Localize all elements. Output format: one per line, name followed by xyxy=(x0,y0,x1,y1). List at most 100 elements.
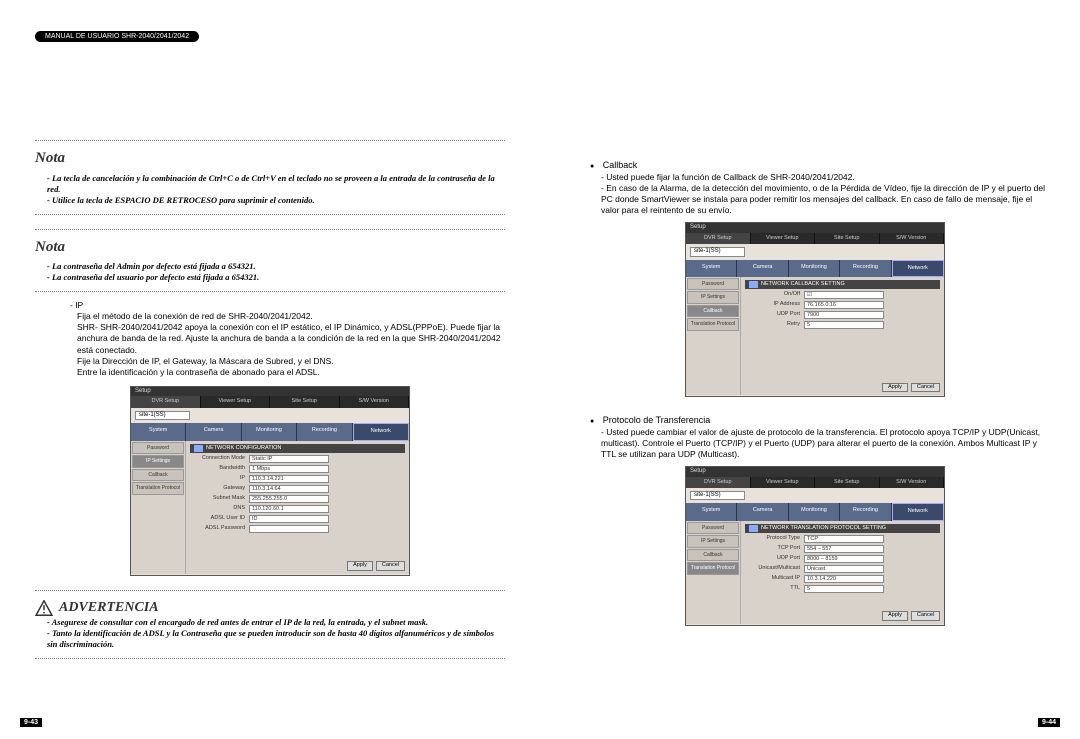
ui-section-header: NETWORK TRANSLATION PROTOCOL SETTING xyxy=(745,524,940,533)
tab-viewer-setup[interactable]: Viewer Setup xyxy=(201,396,271,407)
tab-network[interactable]: Network xyxy=(353,423,409,440)
tab-system[interactable]: System xyxy=(131,423,186,440)
cancel-button[interactable]: Cancel xyxy=(911,383,940,392)
separator xyxy=(35,229,505,230)
side-password[interactable]: Password xyxy=(687,522,739,535)
side-ip-settings[interactable]: IP Settings xyxy=(687,291,739,304)
tab-camera[interactable]: Camera xyxy=(186,423,241,440)
form-input[interactable]: 110.3.14.64 xyxy=(249,485,329,493)
tab-dvr-setup[interactable]: DVR Setup xyxy=(686,233,751,244)
form-input[interactable]: TCP xyxy=(804,535,884,543)
side-ip-settings[interactable]: IP Settings xyxy=(687,535,739,548)
form-input[interactable]: 8000 – 8159 xyxy=(804,555,884,563)
left-page: MANUAL DE USUARIO SHR-2040/2041/2042 Not… xyxy=(0,0,540,739)
tab-camera[interactable]: Camera xyxy=(737,503,788,520)
tab-recording[interactable]: Recording xyxy=(840,503,891,520)
form-label: Unicast/Multicast xyxy=(745,565,800,572)
form-row: DNS110.120.60.1 xyxy=(190,505,405,513)
form-input[interactable]: 76.165.0.16 xyxy=(804,301,884,309)
form-input[interactable]: Static IP xyxy=(249,455,329,463)
tab-sw-version[interactable]: S/W Version xyxy=(340,396,410,407)
side-ip-settings[interactable]: IP Settings xyxy=(132,455,184,468)
tab-sw-version[interactable]: S/W Version xyxy=(880,477,945,488)
tab-recording[interactable]: Recording xyxy=(297,423,352,440)
cancel-button[interactable]: Cancel xyxy=(911,611,940,620)
form-input[interactable]: 5 xyxy=(804,585,884,593)
form-input[interactable]: 110.120.60.1 xyxy=(249,505,329,513)
site-dropdown[interactable]: site-1(SS) xyxy=(690,491,745,501)
tab-dvr-setup[interactable]: DVR Setup xyxy=(686,477,751,488)
tab-monitoring[interactable]: Monitoring xyxy=(789,503,840,520)
form-input[interactable]: 110.3.14.221 xyxy=(249,475,329,483)
form-input[interactable]: 7900 xyxy=(804,311,884,319)
ui-main-panel: NETWORK TRANSLATION PROTOCOL SETTING Pro… xyxy=(741,521,944,624)
ui-tabs-top: DVR Setup Viewer Setup Site Setup S/W Ve… xyxy=(686,477,944,488)
tab-monitoring[interactable]: Monitoring xyxy=(242,423,297,440)
separator xyxy=(35,140,505,141)
side-callback[interactable]: Callback xyxy=(132,469,184,482)
tab-network[interactable]: Network xyxy=(892,260,944,277)
tab-recording[interactable]: Recording xyxy=(840,260,891,277)
form-input[interactable]: ID xyxy=(249,515,329,523)
page-number-right: 9-44 xyxy=(1038,718,1060,727)
section-header-text: NETWORK CONFIGURATION xyxy=(206,445,281,452)
tab-sw-version[interactable]: S/W Version xyxy=(880,233,945,244)
nota2-line: - La contraseña del Admin por defecto es… xyxy=(47,261,505,272)
side-translation[interactable]: Translation Protocol xyxy=(687,562,739,575)
side-password[interactable]: Password xyxy=(132,442,184,455)
ui-tabs-top: DVR Setup Viewer Setup Site Setup S/W Ve… xyxy=(686,233,944,244)
advertencia-body: - Asegurese de consultar con el encargad… xyxy=(35,617,505,650)
form-label: TCP Port xyxy=(745,545,800,552)
tab-system[interactable]: System xyxy=(686,503,737,520)
side-callback[interactable]: Callback xyxy=(687,305,739,318)
tab-viewer-setup[interactable]: Viewer Setup xyxy=(751,233,816,244)
ui-side-nav: Password IP Settings Callback Translatio… xyxy=(686,521,741,624)
form-input[interactable]: 5 xyxy=(804,321,884,329)
side-password[interactable]: Password xyxy=(687,278,739,291)
form-label: Protocol Type xyxy=(745,535,800,542)
ui-body: Password IP Settings Callback Translatio… xyxy=(131,441,409,574)
form-input[interactable]: 554 – 557 xyxy=(804,545,884,553)
tab-monitoring[interactable]: Monitoring xyxy=(789,260,840,277)
protocol-screenshot: Setup DVR Setup Viewer Setup Site Setup … xyxy=(685,466,945,626)
side-callback[interactable]: Callback xyxy=(687,549,739,562)
cancel-button[interactable]: Cancel xyxy=(376,561,405,570)
form-label: IP Address xyxy=(745,301,800,308)
tab-site-setup[interactable]: Site Setup xyxy=(815,233,880,244)
form-label: Multicast IP xyxy=(745,575,800,582)
tab-site-setup[interactable]: Site Setup xyxy=(270,396,340,407)
tab-dvr-setup[interactable]: DVR Setup xyxy=(131,396,201,407)
side-translation[interactable]: Translation Protocol xyxy=(132,482,184,495)
callback-dash: - Usted puede fijar la función de Callba… xyxy=(601,172,1045,183)
form-input[interactable]: 10.3.14.220 xyxy=(804,575,884,583)
site-dropdown[interactable]: site-1(SS) xyxy=(135,411,190,421)
apply-button[interactable]: Apply xyxy=(347,561,373,570)
form-input[interactable] xyxy=(249,525,329,533)
form-row: Protocol Type TCP xyxy=(745,535,940,543)
tab-camera[interactable]: Camera xyxy=(737,260,788,277)
tab-network[interactable]: Network xyxy=(892,503,944,520)
nota1-body: - La tecla de cancelación y la combinaci… xyxy=(35,173,505,206)
form-row: TTL5 xyxy=(745,585,940,593)
form-label: ADSL User ID xyxy=(190,515,245,522)
tab-system[interactable]: System xyxy=(686,260,737,277)
form-label: Retry xyxy=(745,321,800,328)
side-translation[interactable]: Translation Protocol xyxy=(687,318,739,331)
tab-viewer-setup[interactable]: Viewer Setup xyxy=(751,477,816,488)
apply-button[interactable]: Apply xyxy=(882,383,908,392)
form-label: Bandwidth xyxy=(190,465,245,472)
site-selector-row: site-1(SS) xyxy=(686,488,944,504)
tab-site-setup[interactable]: Site Setup xyxy=(815,477,880,488)
site-dropdown[interactable]: site-1(SS) xyxy=(690,247,745,257)
form-input[interactable]: Unicast xyxy=(804,565,884,573)
apply-button[interactable]: Apply xyxy=(882,611,908,620)
form-input[interactable]: 1 Mbps xyxy=(249,465,329,473)
ui-titlebar: Setup xyxy=(131,387,409,397)
network-config-screenshot: Setup DVR Setup Viewer Setup Site Setup … xyxy=(130,386,410,576)
advert-line: - Asegurese de consultar con el encargad… xyxy=(47,617,505,628)
form-row: TCP Port 554 – 557 xyxy=(745,545,940,553)
form-input[interactable]: ☑ xyxy=(804,291,884,299)
nota1-line: - La tecla de cancelación y la combinaci… xyxy=(47,173,505,195)
form-input[interactable]: 255.255.255.0 xyxy=(249,495,329,503)
callback-title: Callback xyxy=(603,160,638,170)
